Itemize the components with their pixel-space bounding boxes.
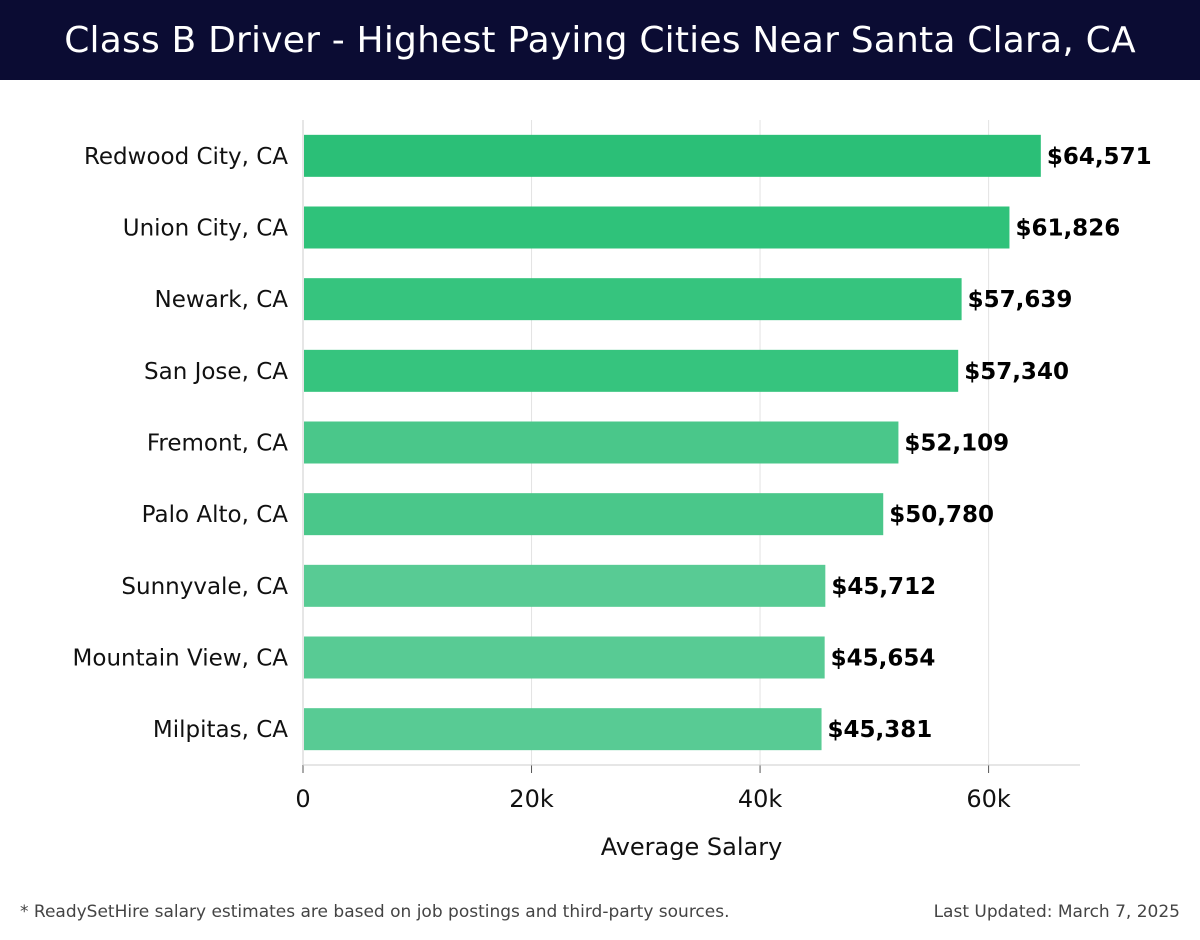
category-label: Redwood City, CA: [84, 144, 288, 170]
bars: Redwood City, CA $64,571 Union City, CA $61…: [73, 134, 1152, 751]
category-label: Fremont, CA: [147, 431, 288, 457]
category-label: Newark, CA: [155, 287, 289, 313]
bar: [304, 421, 899, 464]
category-label: Union City, CA: [123, 216, 289, 242]
value-label: $52,109: [904, 431, 1009, 457]
x-tick-label: 0: [295, 785, 310, 813]
value-label: $57,340: [964, 359, 1069, 385]
value-label: $45,381: [828, 717, 933, 743]
value-label: $61,826: [1015, 216, 1120, 242]
bar: [304, 134, 1041, 177]
bar: [304, 493, 884, 536]
value-label: $50,780: [889, 502, 994, 528]
x-tick-label: 40k: [738, 785, 783, 813]
x-tick-label: 60k: [966, 785, 1011, 813]
category-label: Palo Alto, CA: [142, 502, 289, 528]
bar: [304, 206, 1010, 249]
bar: [304, 278, 962, 321]
salary-bar-chart: Redwood City, CA $64,571 Union City, CA $61…: [73, 120, 1152, 861]
footer-last-updated: Last Updated: March 7, 2025: [933, 902, 1180, 922]
value-label: $57,639: [968, 287, 1073, 313]
value-label: $45,712: [831, 574, 936, 600]
chart-title: Class B Driver - Highest Paying Cities N…: [64, 19, 1136, 61]
bar: [304, 564, 826, 607]
axes: 0 20k 40k 60k: [295, 120, 1080, 813]
bar: [304, 708, 822, 751]
bar: [304, 636, 825, 679]
category-label: Sunnyvale, CA: [121, 574, 288, 600]
category-label: Milpitas, CA: [153, 717, 288, 743]
value-label: $45,654: [831, 646, 936, 672]
category-label: San Jose, CA: [144, 359, 288, 385]
bar: [304, 349, 959, 392]
x-tick-label: 20k: [509, 785, 554, 813]
footer-disclaimer: * ReadySetHire salary estimates are base…: [20, 902, 730, 922]
x-axis-title: Average Salary: [601, 833, 783, 861]
title-bar: Class B Driver - Highest Paying Cities N…: [0, 0, 1200, 80]
category-label: Mountain View, CA: [73, 646, 289, 672]
value-label: $64,571: [1047, 144, 1152, 170]
